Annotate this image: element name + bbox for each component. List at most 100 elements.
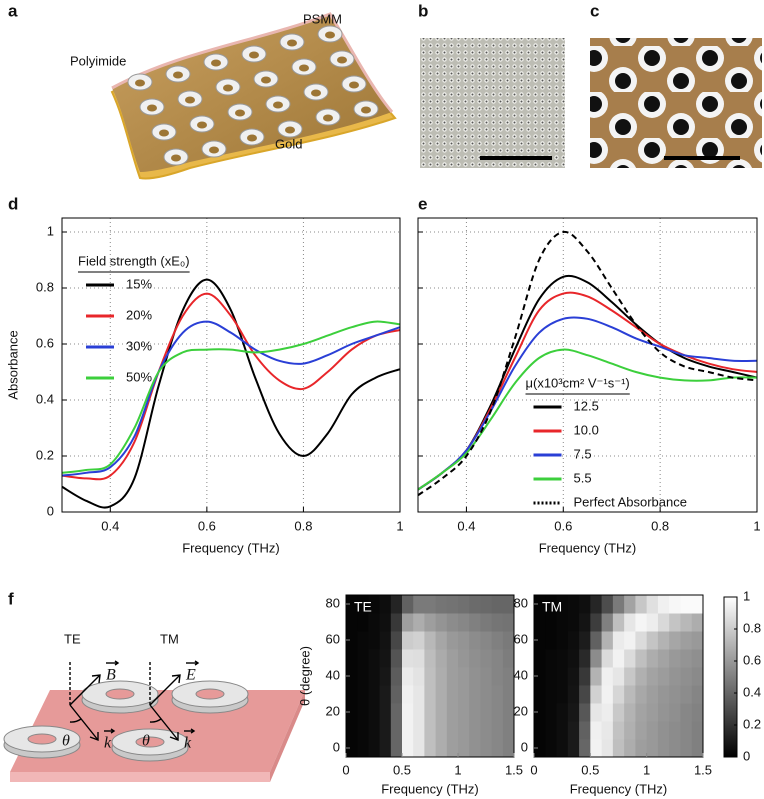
heat-cell xyxy=(646,649,659,668)
heat-cell xyxy=(612,595,625,614)
heat-cell xyxy=(458,613,470,632)
vector-k: k xyxy=(184,735,192,752)
heat-cell xyxy=(480,613,493,632)
heat-cell xyxy=(567,667,580,686)
line-series xyxy=(61,320,401,477)
heatmap-title: TE xyxy=(354,599,372,615)
y-tick-label: 0 xyxy=(47,503,54,518)
heat-cell xyxy=(601,667,614,686)
heatmap-title: TM xyxy=(542,599,562,615)
heat-cell xyxy=(534,613,546,632)
incidence-diagram xyxy=(3,660,305,782)
colorbar xyxy=(723,596,738,758)
heat-cell xyxy=(402,631,414,650)
heat-cell xyxy=(624,721,636,740)
heat-cell xyxy=(579,703,591,722)
heat-cell xyxy=(556,631,569,650)
heat-cell xyxy=(379,703,392,722)
heat-cell xyxy=(657,703,670,722)
heat-cell xyxy=(567,631,580,650)
heat-cell xyxy=(691,613,704,632)
heat-cell xyxy=(424,703,437,722)
line-series xyxy=(61,278,401,509)
heat-cell xyxy=(379,685,392,704)
heat-cell xyxy=(545,703,558,722)
vector-k: k xyxy=(104,735,112,752)
legend-label: 5.5 xyxy=(574,470,592,485)
heat-cell xyxy=(446,703,459,722)
heat-cell xyxy=(691,703,704,722)
y-tick-label: 20 xyxy=(326,703,340,718)
heat-cell xyxy=(469,631,481,650)
heat-cell xyxy=(612,631,625,650)
heat-cell xyxy=(390,631,403,650)
y-tick-label: 40 xyxy=(326,667,340,682)
heat-cell xyxy=(556,721,569,740)
plot-frame xyxy=(417,217,758,513)
ring-hole xyxy=(323,114,333,122)
heat-cell xyxy=(368,721,381,740)
heat-cell xyxy=(691,667,704,686)
heat-cell xyxy=(545,595,558,614)
heat-cell xyxy=(413,613,425,632)
heat-cell xyxy=(491,613,504,632)
heat-cell xyxy=(534,649,546,668)
heat-cell xyxy=(534,667,546,686)
heat-cell xyxy=(379,649,392,668)
line-series xyxy=(61,292,401,481)
heat-cell xyxy=(590,703,603,722)
heat-cell xyxy=(556,595,569,614)
panel-label: a xyxy=(8,1,18,20)
x-tick-label: 0.6 xyxy=(554,518,572,533)
ring-hole xyxy=(173,71,183,79)
heat-cell xyxy=(646,631,659,650)
heat-cell xyxy=(413,685,425,704)
heat-cell xyxy=(556,703,569,722)
heat-cell xyxy=(579,667,591,686)
angle-theta: θ xyxy=(62,733,70,750)
heat-cell xyxy=(669,631,681,650)
heat-cell xyxy=(424,595,437,614)
heat-cell xyxy=(346,631,358,650)
x-tick-label: 0.5 xyxy=(393,762,411,777)
x-tick-label: 0 xyxy=(530,762,537,777)
heat-cell xyxy=(601,721,614,740)
heat-cell xyxy=(357,703,369,722)
heat-cell xyxy=(480,721,493,740)
heat-cell xyxy=(357,685,369,704)
ring-hole xyxy=(325,31,335,39)
heat-cell xyxy=(491,595,504,614)
heat-cell xyxy=(612,667,625,686)
heat-cell xyxy=(635,631,648,650)
heat-cell xyxy=(368,595,381,614)
legend-label: 10.0 xyxy=(574,422,599,437)
heat-cell xyxy=(680,631,693,650)
heat-cell xyxy=(691,721,704,740)
colorbar-tick-label: 0.6 xyxy=(743,652,761,667)
heat-cell xyxy=(435,703,448,722)
micrograph xyxy=(420,38,565,168)
heat-cell xyxy=(424,685,437,704)
x-tick-label: 1.5 xyxy=(505,762,523,777)
heat-cell xyxy=(435,667,448,686)
legend-label: 30% xyxy=(126,338,152,353)
panel-label: b xyxy=(418,1,428,20)
heat-cell xyxy=(635,739,648,758)
line-series xyxy=(417,230,758,497)
heat-cell xyxy=(669,685,681,704)
heat-cell xyxy=(646,739,659,758)
heat-cell xyxy=(612,649,625,668)
heat-cell xyxy=(680,613,693,632)
heat-cell xyxy=(657,631,670,650)
heat-cell xyxy=(480,703,493,722)
heat-cell xyxy=(379,739,392,758)
heat-cell xyxy=(646,721,659,740)
heat-cell xyxy=(402,667,414,686)
legend-label: 50% xyxy=(126,369,152,384)
heat-cell xyxy=(402,721,414,740)
heat-cell xyxy=(624,649,636,668)
heat-cell xyxy=(435,595,448,614)
heat-cell xyxy=(579,613,591,632)
heat-cell xyxy=(545,649,558,668)
heat-cell xyxy=(469,667,481,686)
